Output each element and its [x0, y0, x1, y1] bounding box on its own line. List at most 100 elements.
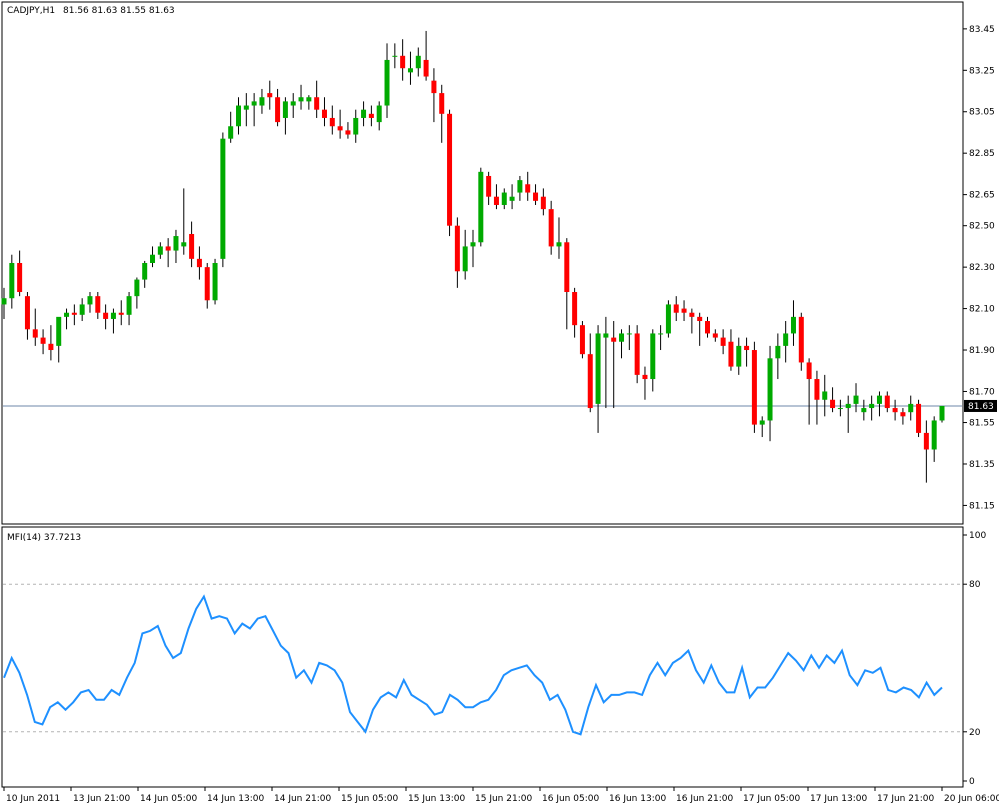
- candle-body-bear: [314, 97, 320, 110]
- candle-body-bull: [126, 296, 132, 315]
- candle-body-bear: [564, 242, 570, 293]
- candle-body-bull: [228, 126, 234, 139]
- candle-body-bull: [470, 242, 476, 247]
- price-tick-label: 82.30: [969, 263, 995, 273]
- time-tick-label: 16 Jun 21:00: [676, 794, 733, 804]
- candle-body-bear: [196, 258, 202, 268]
- candle-body-bear: [572, 292, 578, 326]
- price-tick-label: 81.15: [969, 501, 995, 511]
- current-price-tag: [964, 399, 997, 412]
- mfi-header: MFI(14) 37.7213: [7, 533, 81, 543]
- mfi-tick-label: 80: [969, 580, 981, 590]
- price-tick-label: 81.70: [969, 387, 995, 397]
- candle-body-bear: [40, 337, 46, 344]
- candle-body-bear: [486, 175, 492, 197]
- candle-body-bull: [87, 296, 93, 305]
- candle-body-bull: [220, 138, 226, 259]
- candle-body-bear: [165, 246, 171, 251]
- candle-body-bear: [493, 196, 499, 205]
- candle-body-bear: [892, 408, 898, 413]
- candle-body-bear: [712, 333, 718, 338]
- time-tick-label: 16 Jun 13:00: [609, 794, 666, 804]
- candle-body-bear: [321, 109, 327, 118]
- candle-body-bull: [736, 345, 742, 367]
- candle-body-bull: [876, 395, 882, 404]
- candle-body-bull: [392, 55, 398, 57]
- time-tick-label: 14 Jun 05:00: [140, 794, 197, 804]
- candle-body-bear: [814, 379, 820, 400]
- candle-body-bear: [525, 184, 531, 193]
- candle-body-bull: [595, 333, 601, 404]
- candle-body-bull: [361, 109, 367, 118]
- candle-body-bull: [384, 59, 390, 106]
- price-tick-label: 82.10: [969, 305, 995, 315]
- candle-body-bull: [908, 403, 914, 413]
- candle-body-bear: [71, 312, 77, 315]
- candle-body-bull: [376, 105, 382, 123]
- candle-body-bear: [204, 267, 210, 301]
- mfi-panel: [1, 526, 964, 788]
- candle-body-bull: [134, 279, 140, 297]
- mfi-tick-label: 20: [969, 728, 981, 738]
- candle-body-bear: [454, 225, 460, 272]
- time-tick-label: 15 Jun 05:00: [341, 794, 398, 804]
- candle-body-bull: [650, 333, 656, 380]
- candle-body-bear: [689, 312, 695, 317]
- candle-body-bear: [431, 80, 437, 94]
- candle-body-bull: [181, 242, 187, 247]
- candle-body-bull: [415, 55, 421, 69]
- candle-body-bull: [142, 263, 148, 280]
- candle-body-bull: [290, 101, 296, 106]
- candle-body-bear: [368, 113, 374, 118]
- mfi-line: [3, 594, 943, 736]
- candle-body-bull: [462, 246, 468, 272]
- candle-body-bear: [48, 343, 54, 351]
- candle-body-bear: [118, 312, 124, 315]
- candle-body-bear: [439, 93, 445, 114]
- time-tick-label: 14 Jun 21:00: [274, 794, 331, 804]
- candle-body-bull: [306, 97, 312, 102]
- candle-body-bear: [744, 345, 750, 351]
- mfi-tick-label: 0: [969, 777, 975, 787]
- candle-body-bear: [548, 209, 554, 247]
- candles: [1, 30, 945, 483]
- candle-body-bull: [626, 333, 632, 335]
- candle-body-bear: [24, 296, 30, 330]
- candle-body-bull: [845, 403, 851, 409]
- candle-body-bull: [236, 105, 241, 127]
- candle-body-bear: [705, 321, 710, 334]
- candle-body-bull: [298, 97, 304, 102]
- time-tick-label: 17 Jun 13:00: [810, 794, 867, 804]
- candle-body-bull: [790, 316, 796, 334]
- candle-body-bear: [697, 316, 703, 322]
- time-tick-label: 14 Jun 13:00: [207, 794, 264, 804]
- candle-body-bull: [556, 242, 562, 247]
- time-tick-label: 10 Jun 2011: [6, 794, 60, 804]
- candle-body-bear: [540, 196, 546, 210]
- candle-body-bull: [603, 333, 609, 338]
- price-panel: [1, 1, 964, 525]
- candle-body-bull: [939, 405, 945, 421]
- candle-body-bull: [931, 420, 937, 450]
- candle-body-bull: [783, 333, 789, 346]
- candle-body-bear: [728, 341, 734, 367]
- mfi-tick-label: 100: [969, 531, 986, 541]
- candle-body-bear: [587, 354, 593, 409]
- mfi-indicator: 100 80 20 0: [3, 531, 986, 787]
- candle-body-bull: [619, 333, 625, 342]
- time-tick-label: 13 Jun 21:00: [73, 794, 130, 804]
- candle-body-bear: [32, 329, 38, 338]
- candle-body-bear: [806, 362, 812, 380]
- candle-body-bear: [916, 403, 922, 433]
- candle-body-bull: [353, 117, 359, 135]
- candle-body-bull: [173, 236, 179, 251]
- time-tick-label: 20 Jun 06:00: [944, 794, 999, 804]
- candle-body-bear: [900, 412, 906, 417]
- candle-body-bear: [533, 192, 539, 201]
- candle-body-bear: [447, 113, 453, 226]
- candle-body-bull: [1, 298, 7, 305]
- time-tick-label: 17 Jun 21:00: [877, 794, 934, 804]
- candle-body-bull: [775, 345, 781, 359]
